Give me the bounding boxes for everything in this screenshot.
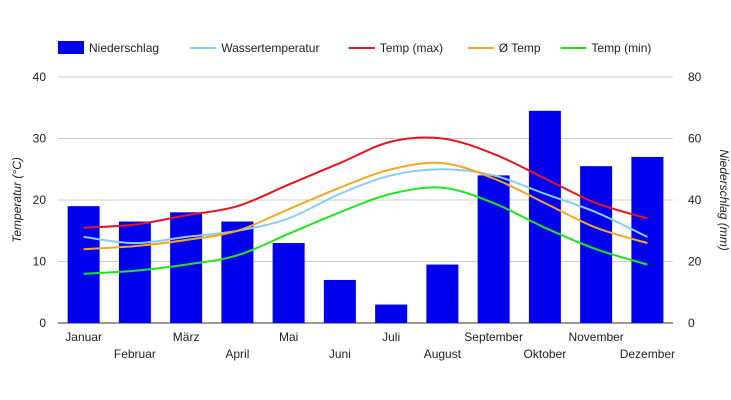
x-tick-label: März — [173, 330, 200, 344]
right-tick-label: 20 — [688, 255, 702, 269]
legend-label: Ø Temp — [499, 41, 541, 55]
legend-swatch — [58, 41, 84, 54]
axes: 0 10 20 30 40 0 20 40 60 80 Januar Februar März April… — [33, 70, 702, 361]
line--temp — [83, 161, 648, 251]
bar-niederschlag — [272, 243, 305, 323]
x-tick-label: Januar — [65, 330, 102, 344]
legend-label: Temp (max) — [380, 41, 443, 55]
right-tick-label: 80 — [688, 70, 702, 84]
left-tick-label: 30 — [33, 132, 47, 146]
bar-niederschlag — [528, 110, 561, 323]
temperature-lines — [83, 136, 648, 275]
bar-niederschlag — [67, 206, 100, 323]
bar-niederschlag — [426, 264, 459, 323]
right-tick-label: 40 — [688, 193, 702, 207]
left-tick-label: 10 — [33, 255, 47, 269]
x-tick-label: Dezember — [620, 347, 675, 361]
bar-niederschlag — [221, 221, 254, 323]
right-tick-label: 60 — [688, 132, 702, 146]
left-tick-label: 0 — [39, 316, 46, 330]
legend: Niederschlag Wassertemperatur Temp (max) Ø … — [58, 41, 651, 55]
line-wassertemperatur — [83, 168, 648, 245]
bar-niederschlag — [477, 175, 510, 323]
x-tick-label: Juli — [382, 330, 400, 344]
left-axis-title: Temperatur (°C) — [10, 157, 24, 243]
x-tick-label: September — [464, 330, 523, 344]
right-axis-title: Niederschlag (mm) — [717, 149, 731, 250]
x-tick-label: April — [225, 347, 249, 361]
legend-label: Niederschlag — [89, 41, 159, 55]
bar-niederschlag — [170, 212, 203, 323]
x-tick-label: Mai — [279, 330, 298, 344]
line-temp-min- — [83, 186, 648, 275]
line-temp-max- — [83, 136, 648, 229]
x-tick-label: August — [424, 347, 462, 361]
x-tick-label: Oktober — [524, 347, 567, 361]
bar-niederschlag — [375, 304, 408, 323]
x-tick-label: Februar — [114, 347, 156, 361]
legend-label: Wassertemperatur — [221, 41, 319, 55]
left-tick-label: 40 — [33, 70, 47, 84]
bar-niederschlag — [323, 279, 356, 323]
grid-lines — [58, 76, 673, 324]
legend-label: Temp (min) — [591, 41, 651, 55]
left-tick-label: 20 — [33, 193, 47, 207]
x-tick-label: Juni — [329, 347, 351, 361]
x-tick-label: November — [568, 330, 623, 344]
right-tick-label: 0 — [688, 316, 695, 330]
